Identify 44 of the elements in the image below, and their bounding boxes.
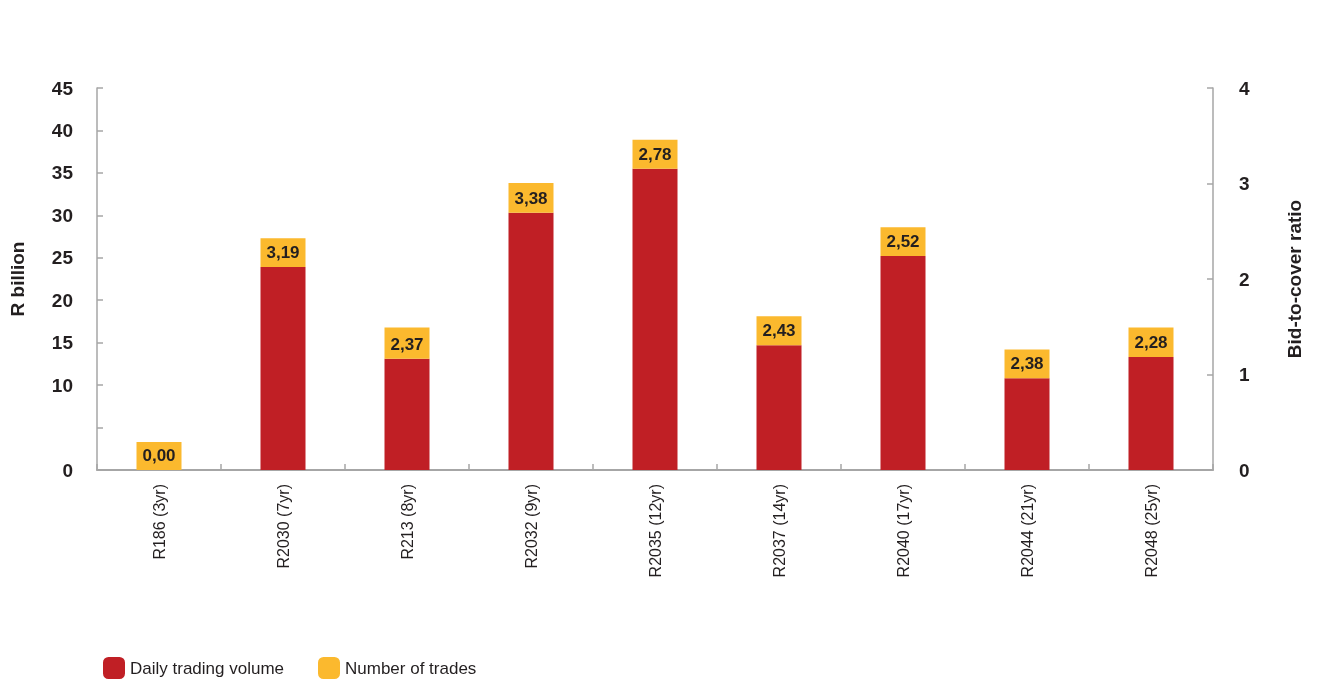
annotation: 2,28 [1134,333,1168,353]
annotation: 2,38 [1010,354,1044,374]
bar [880,256,926,470]
y-tick-label: 30 [51,204,73,226]
y-tick-label: 20 [51,289,73,311]
y2-tick-label: 2 [1239,268,1250,290]
bar [632,168,678,470]
annotation: 3,19 [266,243,300,263]
y2-tick-label: 1 [1239,364,1250,385]
bar [384,358,430,470]
y2-tick-label: 0 [1239,459,1250,481]
bar [1128,357,1174,470]
y-tick-label: 10 [51,374,73,396]
x-tick-label: R2048 (25yr) [1142,484,1160,578]
annotation: 3,38 [514,188,548,208]
annotation: 2,37 [390,334,424,354]
y-axis-title: R billion [7,241,28,317]
y-tick-label: 45 [51,77,74,99]
annotation: 0,00 [142,446,176,465]
bar [260,267,306,470]
y2-tick-label: 4 [1239,77,1250,99]
annotation: 2,43 [762,321,796,341]
y-tick-label: 0 [62,459,73,481]
bar [756,345,802,470]
x-tick-label: R2032 (9yr) [522,484,540,569]
y-tick-label: 40 [51,119,73,141]
y-tick-label: 15 [51,332,74,354]
y-tick-label: 25 [51,247,74,269]
x-tick-label: R186 (3yr) [150,484,168,560]
bar [1004,378,1050,470]
x-tick-label: R213 (8yr) [398,484,416,560]
annotation: 2,78 [638,144,672,164]
x-tick-label: R2040 (17yr) [894,484,912,578]
annotation: 2,52 [886,232,920,252]
x-tick-label: R2035 (12yr) [646,484,664,578]
y2-axis-title: Bid-to-cover ratio [1284,199,1305,359]
x-tick-label: R2030 (7yr) [274,484,292,569]
y-tick-label: 35 [51,162,74,184]
x-tick-label: R2037 (14yr) [770,484,788,578]
x-tick-label: R2044 (21yr) [1018,484,1036,578]
legend-label: Daily trading volume [130,658,285,678]
y2-tick-label: 3 [1239,173,1250,194]
bar [508,212,554,470]
legend-label: Number of trades [345,658,477,678]
